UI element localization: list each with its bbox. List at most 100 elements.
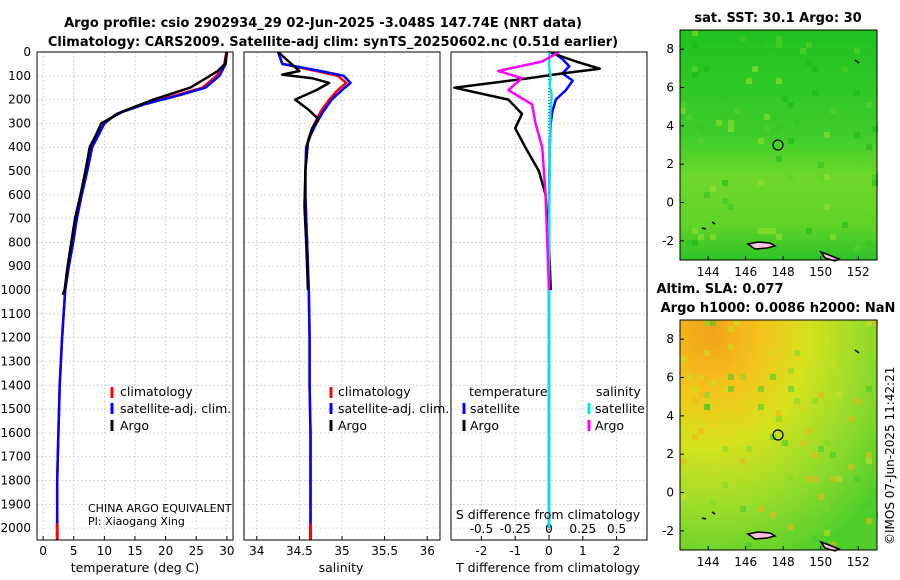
map-pixel: [866, 320, 872, 326]
legend-s-satellite: satellite: [595, 401, 645, 416]
map-pixel: [758, 386, 764, 392]
map-pixel: [824, 338, 830, 344]
map-pixel: [866, 210, 872, 216]
map-pixel: [692, 434, 698, 440]
map-y-tick-label: 0: [666, 486, 674, 500]
map-pixel: [854, 90, 860, 96]
sst-coast-specks: [701, 59, 860, 230]
map-pixel: [818, 174, 824, 180]
map-pixel: [746, 542, 752, 548]
salinity-xlabel: salinity: [319, 560, 364, 575]
axes-frame: [243, 51, 441, 541]
legend-t-argo: Argo: [470, 418, 499, 433]
map-pixel: [854, 150, 860, 156]
sst-map-title: sat. SST: 30.1 Argo: 30: [694, 11, 861, 26]
map-pixel: [794, 398, 800, 404]
map-pixel: [758, 138, 764, 144]
sst-map: [679, 29, 878, 262]
sla-map-frame: [679, 319, 878, 551]
map-pixel: [722, 446, 728, 452]
legend-climatology: climatology: [338, 384, 411, 399]
legend-argo: Argo: [120, 418, 149, 433]
axes-frame: [450, 51, 648, 541]
map-y-tick-label: 2: [666, 157, 674, 171]
map-pixel: [872, 512, 878, 518]
difference-legend: temperature salinity satellite Argo sate…: [462, 384, 645, 433]
map-pixel: [866, 500, 872, 506]
s-tick-label: 0.5: [607, 522, 626, 536]
map-pixel: [776, 410, 782, 416]
map-pixel: [824, 332, 830, 338]
map-pixel: [824, 506, 830, 512]
map-pixel: [698, 138, 704, 144]
depth-tick-label: 700: [8, 212, 31, 226]
map-pixel: [764, 126, 770, 132]
map-x-tick-label: 144: [697, 265, 720, 279]
map-pixel: [776, 126, 782, 132]
depth-tick-label: 500: [8, 164, 31, 178]
map-pixel: [728, 120, 734, 126]
map-pixel: [680, 150, 686, 156]
map-pixel: [680, 458, 686, 464]
x-tick-label: -2: [475, 544, 487, 558]
map-pixel: [800, 440, 806, 446]
map-pixel: [824, 440, 830, 446]
map-pixel: [866, 386, 872, 392]
map-pixel: [686, 240, 692, 246]
map-pixel: [704, 404, 710, 410]
map-pixel: [692, 72, 698, 78]
map-pixel: [842, 66, 848, 72]
map-pixel: [698, 428, 704, 434]
depth-tick-label: 300: [8, 116, 31, 130]
map-pixel: [866, 102, 872, 108]
map-pixel: [686, 114, 692, 120]
map-y-tick-label: 4: [666, 119, 674, 133]
x-tick-label: 2: [613, 544, 621, 558]
sst-pixels: [680, 30, 878, 252]
map-y-tick-label: -2: [662, 524, 674, 538]
map-pixel: [758, 404, 764, 410]
legend-satellite: satellite-adj. clim.: [338, 401, 449, 416]
map-pixel: [704, 192, 710, 198]
map-y-tick-label: 6: [666, 371, 674, 385]
map-pixel: [722, 198, 728, 204]
map-pixel: [680, 542, 686, 548]
map-pixel: [770, 246, 776, 252]
map-pixel: [788, 524, 794, 530]
depth-tick-label: 1900: [0, 497, 31, 511]
map-pixel: [704, 350, 710, 356]
map-pixel: [710, 380, 716, 386]
map-pixel: [788, 368, 794, 374]
map-x-tick-label: 152: [847, 265, 870, 279]
depth-tick-label: 1100: [0, 307, 31, 321]
map-pixel: [710, 320, 716, 326]
depth-tick-label: 2000: [0, 521, 31, 535]
map-pixel: [746, 78, 752, 84]
map-pixel: [800, 404, 806, 410]
map-pixel: [782, 440, 788, 446]
map-pixel: [680, 356, 686, 362]
sst-island-new-britain: [746, 241, 777, 250]
map-pixel: [698, 392, 704, 398]
depth-tick-label: 1500: [0, 402, 31, 416]
salinity-legend: climatology satellite-adj. clim. Argo: [329, 384, 449, 433]
map-pixel: [710, 500, 716, 506]
series-satellite-adj-clim-: [55, 51, 229, 529]
map-pixel: [848, 464, 854, 470]
s-difference-xlabel: S difference from climatology: [456, 507, 641, 522]
x-tick-label: 35: [334, 544, 349, 558]
map-pixel: [680, 198, 686, 204]
x-tick-label: 1: [579, 544, 587, 558]
depth-tick-label: 400: [8, 140, 31, 154]
map-pixel: [842, 222, 848, 228]
map-pixel: [680, 108, 686, 114]
map-pixel: [824, 102, 830, 108]
map-pixel: [680, 428, 686, 434]
map-pixel: [770, 54, 776, 60]
map-pixel: [830, 108, 836, 114]
map-pixel: [722, 114, 728, 120]
map-pixel: [728, 374, 734, 380]
map-pixel: [734, 320, 740, 326]
